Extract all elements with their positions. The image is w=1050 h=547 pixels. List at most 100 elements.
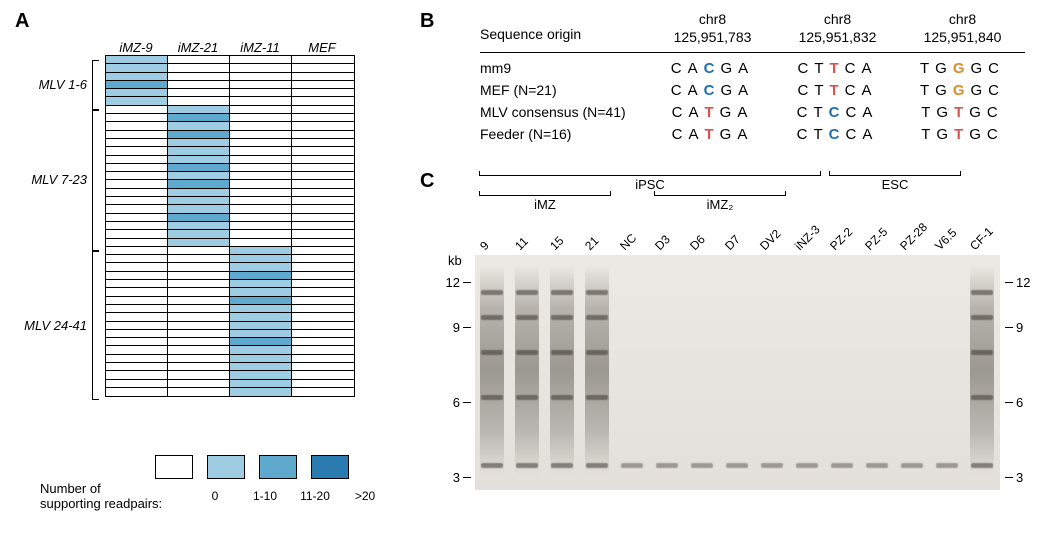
heatmap-cell [292,214,354,222]
gel-lane-label: 9 [477,238,492,253]
panel-a-label: A [15,10,29,33]
gel-lane-label: DV2 [757,227,783,253]
row-group: MLV 1-6 [92,60,99,110]
gel-lane-label: PZ-2 [827,225,855,253]
heatmap-row [106,156,354,164]
heatmap-cell [292,73,354,81]
gel-band [516,315,538,320]
heatmap-cell [168,363,230,371]
heatmap-cell [292,205,354,213]
kb-tick: 6 [1005,395,1023,410]
heatmap-cell [168,346,230,354]
heatmap-cell [168,305,230,313]
heatmap-cell [106,189,168,197]
heatmap-cell [292,263,354,271]
heatmap-row [106,346,354,354]
heatmap-cell [106,73,168,81]
heatmap-cell [106,222,168,230]
heatmap-cell [292,255,354,263]
heatmap-cell [292,371,354,379]
heatmap-cell [106,172,168,180]
legend-swatch [311,455,349,479]
heatmap-row [106,222,354,230]
gel-band [971,395,993,400]
heatmap-cell [230,147,292,155]
heatmap-cell [106,81,168,89]
gel-lane-label: PZ-5 [862,225,890,253]
heatmap-cell [230,197,292,205]
heatmap-cell [292,156,354,164]
gel-band [761,463,783,468]
heatmap-cell [230,388,292,396]
bracket-icon [92,60,99,110]
gel-lane [688,255,716,490]
heatmap-cell [168,172,230,180]
gel-band [516,463,538,468]
gel-lane-label: NC [617,231,639,253]
heatmap-cell [106,114,168,122]
gel-band [551,350,573,355]
gel-lane-label: CF-1 [967,224,996,253]
heatmap-cell [292,180,354,188]
heatmap-cell [292,346,354,354]
heatmap-row [106,380,354,388]
seq-row: Feeder (N=16)CATGACTCCATGTGC [480,123,1025,145]
heatmap-row [106,239,354,247]
heatmap-row [106,388,354,396]
gel-lane [898,255,926,490]
heatmap-cell [168,114,230,122]
heatmap: iMZ-9iMZ-21iMZ-11MEF [105,40,355,397]
heatmap-row [106,180,354,188]
heatmap-cell [168,189,230,197]
heatmap-cell [230,81,292,89]
heatmap-cell [168,380,230,388]
gel-band [831,463,853,468]
heatmap-cell [230,64,292,72]
heatmap-cell [292,81,354,89]
heatmap-cell [292,122,354,130]
seq-cell: TGTGC [900,126,1025,143]
gel-lane-label: D7 [722,232,743,253]
heatmap-row [106,97,354,105]
row-group-label: MLV 7-23 [31,172,87,187]
heatmap-cell [106,380,168,388]
legend-value: 11-20 [290,489,340,503]
gel-lane-label: iNZ-3 [792,222,823,253]
seq-divider [480,52,1025,53]
heatmap-cell [106,122,168,130]
heatmap-cell [106,180,168,188]
gel-band [516,350,538,355]
heatmap-row [106,73,354,81]
legend-title: Number of supporting readpairs: [40,481,190,511]
heatmap-row [106,330,354,338]
heatmap-cell [168,205,230,213]
heatmap-cell [106,338,168,346]
gel-band [551,395,573,400]
heatmap-cell [230,338,292,346]
heatmap-row [106,355,354,363]
kb-tick: 3 [442,470,471,485]
heatmap-cell [168,64,230,72]
heatmap-cell [106,355,168,363]
heatmap-cell [106,388,168,396]
heatmap-cell [292,64,354,72]
heatmap-cell [292,388,354,396]
gel-band [936,463,958,468]
heatmap-cell [230,230,292,238]
kb-tick: 6 [442,395,471,410]
seq-cell: CACGA [650,60,775,77]
heatmap-cell [106,280,168,288]
sequence-table: Sequence origin chr8125,951,783chr8125,9… [480,10,1025,145]
kb-tick: 12 [1005,275,1030,290]
heatmap-row [106,371,354,379]
gel-lane-label: PZ-28 [897,220,930,253]
gel-smear [585,265,609,475]
heatmap-row [106,305,354,313]
seq-row: mm9CACGACTTCATGGGC [480,57,1025,79]
gel-band [971,350,993,355]
heatmap-cell [106,322,168,330]
heatmap-cell [230,355,292,363]
heatmap-cell [230,139,292,147]
heatmap-cell [106,56,168,64]
gel-lane [793,255,821,490]
